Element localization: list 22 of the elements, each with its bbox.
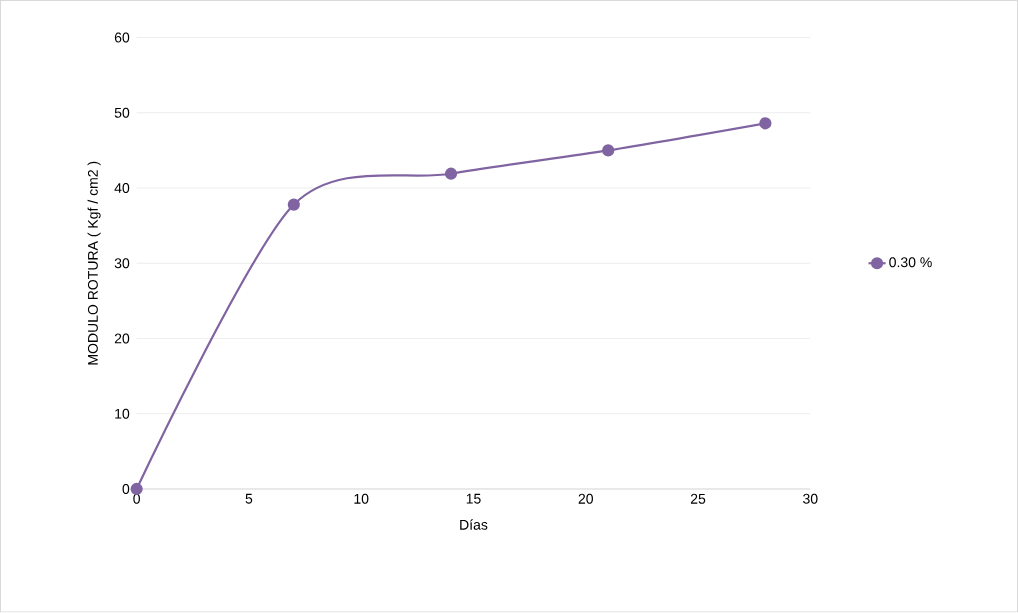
point [287,198,300,211]
y-tick-label: 40 [114,183,130,194]
y-tick-label: 30 [114,258,130,269]
x-tick-label: 25 [690,494,706,504]
x-tick-label: 15 [466,494,481,504]
y-tick-label: 0 [122,484,130,495]
x-tick-label: 0 [133,494,140,504]
x-tick-label: 20 [578,494,593,504]
point [759,117,772,130]
x-tick-label: 10 [354,494,369,504]
y-tick-label: 10 [115,408,130,419]
y-axis-title: MODULO ROTURA ( Kgf / cm2 ) [87,161,101,365]
y-tick-label: 50 [114,108,130,118]
point [602,144,615,157]
point [444,167,458,181]
x-axis-title: Días [460,519,488,530]
legend-label: 0.30 % [889,257,932,268]
y-tick-label: 60 [114,32,130,43]
point [130,483,143,496]
x-tick-label: 5 [245,494,253,504]
y-tick-label: 20 [114,333,130,344]
x-tick-label: 30 [803,494,818,504]
